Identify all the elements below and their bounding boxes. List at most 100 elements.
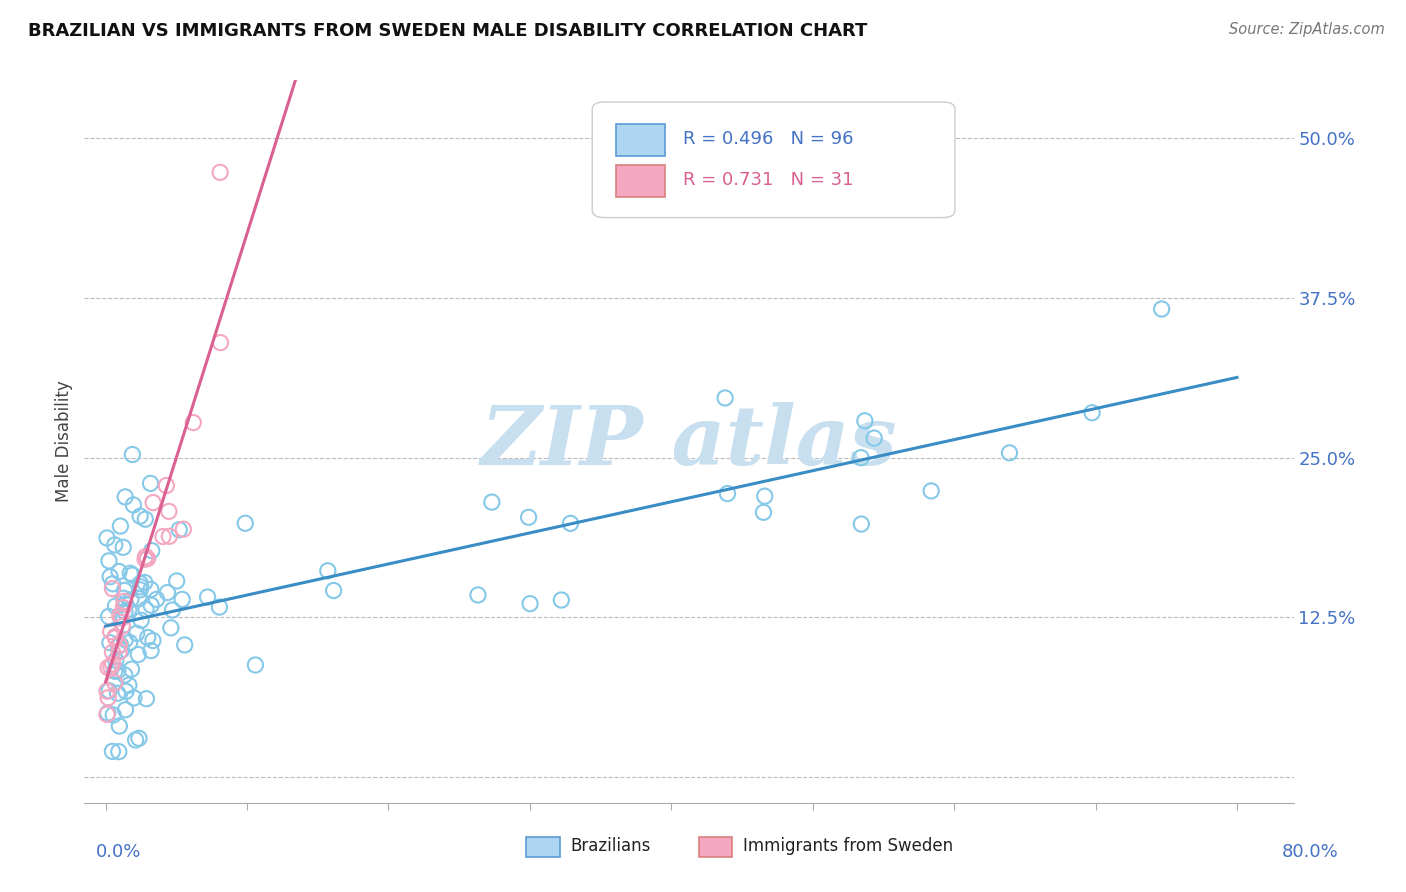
Point: [101, 657, 124, 671]
Y-axis label: Male Disability: Male Disability: [55, 381, 73, 502]
Text: Brazilians: Brazilians: [571, 838, 651, 855]
Point: [96, 684, 118, 698]
Point: [863, 431, 886, 445]
Text: R = 0.496   N = 96: R = 0.496 N = 96: [683, 130, 853, 148]
Point: [107, 639, 129, 653]
Point: [136, 551, 159, 566]
Point: [998, 446, 1021, 460]
Point: [517, 510, 540, 524]
Point: [152, 530, 174, 544]
Point: [156, 585, 179, 599]
Point: [122, 690, 145, 705]
Point: [129, 613, 152, 627]
Point: [96, 531, 118, 545]
Point: [108, 745, 131, 759]
Point: [97, 706, 120, 720]
Point: [97, 660, 120, 674]
Point: [135, 602, 157, 616]
Point: [141, 543, 163, 558]
Point: [121, 448, 143, 462]
Point: [560, 516, 582, 531]
Point: [1081, 406, 1104, 420]
Point: [209, 335, 232, 350]
Point: [101, 645, 124, 659]
Point: [142, 495, 165, 509]
Point: [104, 599, 127, 613]
Point: [127, 648, 149, 662]
Bar: [616, 124, 665, 156]
Point: [97, 609, 120, 624]
Point: [112, 541, 135, 555]
Point: [103, 708, 125, 723]
Point: [481, 495, 503, 509]
Point: [114, 703, 136, 717]
Point: [142, 633, 165, 648]
Point: [920, 483, 942, 498]
Point: [111, 619, 134, 633]
Point: [120, 592, 142, 607]
Point: [104, 675, 127, 690]
Point: [849, 450, 872, 465]
Point: [112, 594, 135, 608]
Point: [104, 538, 127, 552]
Point: [134, 512, 156, 526]
Point: [173, 638, 195, 652]
Text: Immigrants from Sweden: Immigrants from Sweden: [744, 838, 953, 855]
Point: [181, 416, 204, 430]
Point: [108, 608, 131, 623]
Point: [157, 529, 180, 543]
Point: [135, 691, 157, 706]
Point: [853, 414, 876, 428]
Point: [110, 519, 132, 533]
Point: [98, 683, 121, 698]
Point: [716, 486, 738, 500]
Point: [114, 605, 136, 619]
Point: [114, 583, 136, 598]
Point: [101, 576, 124, 591]
Point: [467, 588, 489, 602]
Text: Source: ZipAtlas.com: Source: ZipAtlas.com: [1229, 22, 1385, 37]
Point: [162, 603, 184, 617]
Point: [550, 593, 572, 607]
Point: [157, 504, 180, 518]
Point: [110, 638, 132, 652]
Point: [172, 592, 194, 607]
Point: [141, 598, 163, 612]
Point: [233, 516, 256, 531]
Point: [166, 574, 188, 588]
Point: [139, 643, 162, 657]
Point: [714, 391, 737, 405]
Point: [129, 580, 152, 594]
Point: [114, 632, 136, 647]
Point: [128, 731, 150, 746]
Point: [160, 621, 183, 635]
Point: [245, 658, 267, 673]
Point: [118, 603, 141, 617]
Point: [754, 489, 776, 503]
Bar: [616, 165, 665, 197]
Bar: [526, 837, 560, 857]
Point: [108, 565, 131, 579]
Point: [851, 516, 873, 531]
Point: [139, 476, 162, 491]
Point: [752, 505, 775, 519]
Point: [134, 575, 156, 590]
Point: [97, 690, 120, 705]
Text: ZIP atlas: ZIP atlas: [481, 401, 897, 482]
Point: [121, 568, 143, 582]
Point: [101, 744, 124, 758]
Point: [98, 636, 121, 650]
Point: [208, 600, 231, 615]
Bar: [699, 837, 733, 857]
Text: BRAZILIAN VS IMMIGRANTS FROM SWEDEN MALE DISABILITY CORRELATION CHART: BRAZILIAN VS IMMIGRANTS FROM SWEDEN MALE…: [28, 22, 868, 40]
Point: [114, 668, 136, 682]
Point: [100, 624, 122, 639]
Point: [118, 678, 141, 692]
Point: [316, 564, 339, 578]
Point: [114, 490, 136, 504]
Point: [107, 686, 129, 700]
Point: [108, 645, 131, 659]
Point: [519, 597, 541, 611]
Point: [155, 478, 177, 492]
Point: [124, 733, 146, 747]
